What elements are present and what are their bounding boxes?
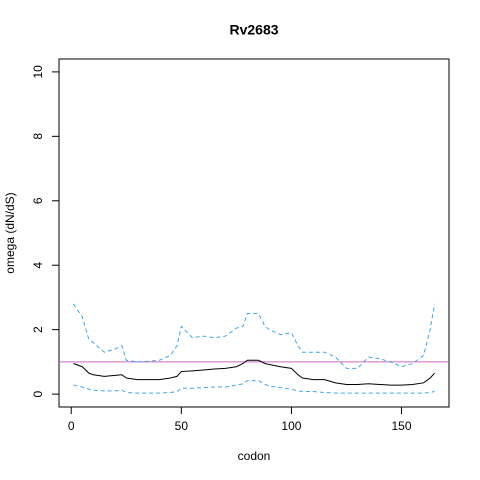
series-line	[73, 303, 436, 369]
plot-frame	[58, 58, 450, 408]
chart-title: Rv2683	[229, 22, 278, 38]
y-tick-label: 8	[31, 133, 45, 140]
series-line	[73, 380, 435, 394]
y-tick-label: 4	[31, 262, 45, 269]
y-tick-label: 6	[31, 197, 45, 204]
x-tick-label: 0	[68, 419, 75, 433]
x-axis-label: codon	[238, 449, 271, 463]
x-tick-label: 150	[392, 419, 412, 433]
y-tick-label: 0	[31, 390, 45, 397]
y-tick-label: 2	[31, 326, 45, 333]
y-axis-label: omega (dN/dS)	[3, 192, 17, 273]
y-tick-label: 10	[31, 65, 45, 79]
x-tick-label: 50	[175, 419, 189, 433]
x-tick-label: 100	[281, 419, 301, 433]
series-line	[73, 359, 435, 386]
